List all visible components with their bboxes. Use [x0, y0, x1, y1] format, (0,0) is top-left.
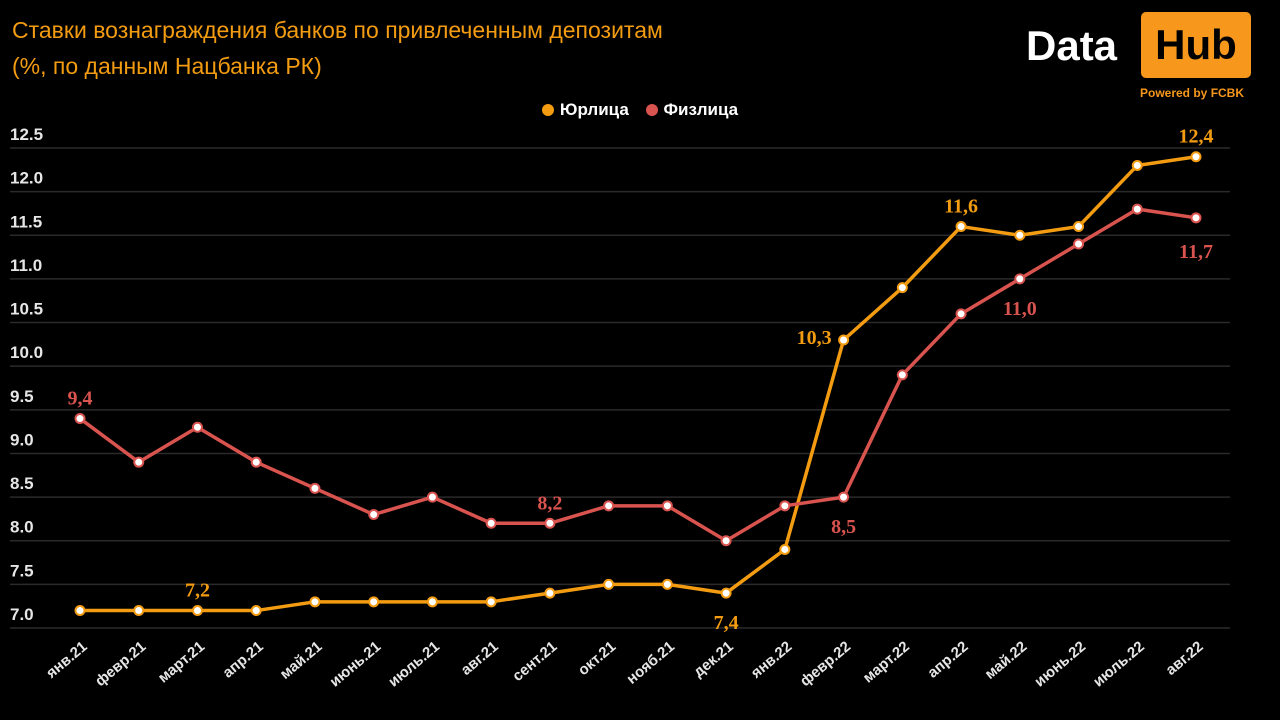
- legend-marker-icon: [541, 104, 554, 116]
- data-point: [309, 596, 321, 608]
- legend-marker-icon: [645, 104, 658, 116]
- x-tick-label: июнь.21: [326, 638, 384, 690]
- y-tick-label: 11.0: [10, 256, 42, 275]
- y-tick-label: 11.5: [10, 212, 42, 231]
- data-point: [955, 221, 967, 233]
- data-point: [720, 587, 732, 599]
- x-tick-label: авг.22: [1163, 638, 1207, 679]
- data-point: [955, 308, 967, 320]
- x-tick-label: март.22: [860, 638, 913, 686]
- data-point: [309, 482, 321, 494]
- data-point: [74, 413, 86, 425]
- y-tick-label: 9.0: [10, 430, 34, 449]
- x-tick-label: май.22: [982, 638, 1031, 683]
- data-point: [485, 596, 497, 608]
- data-label: 9,4: [68, 388, 93, 410]
- data-point: [779, 500, 791, 512]
- y-tick-label: 8.0: [10, 518, 34, 537]
- data-point: [603, 500, 615, 512]
- data-point: [661, 578, 673, 590]
- x-tick-label: сент.21: [509, 638, 560, 685]
- data-label: 10,3: [797, 327, 832, 349]
- x-tick-label: янв.21: [43, 638, 91, 682]
- y-tick-label: 8.5: [10, 474, 34, 493]
- data-label: 12,4: [1179, 126, 1214, 148]
- series-line-1: [78, 207, 1197, 543]
- y-tick-label: 7.5: [10, 561, 34, 580]
- data-point: [368, 596, 380, 608]
- data-point: [896, 282, 908, 294]
- x-tick-label: нояб.21: [623, 638, 678, 688]
- y-tick-label: 12.0: [10, 169, 43, 188]
- x-tick-label: янв.22: [748, 638, 796, 682]
- x-tick-label: февр.22: [797, 638, 854, 690]
- data-point: [1014, 229, 1026, 241]
- x-tick-label: апр.21: [220, 638, 267, 682]
- logo-powered-text: Powered by FCBK: [1140, 86, 1245, 100]
- data-point: [1131, 159, 1143, 171]
- data-label: 11,0: [1003, 298, 1037, 320]
- data-point: [191, 605, 203, 617]
- x-tick-label: июнь.22: [1031, 638, 1089, 690]
- logo-hub-text: Hub: [1141, 12, 1251, 78]
- data-point: [250, 456, 262, 468]
- legend-item-0: Юрлица: [541, 100, 629, 119]
- data-point: [133, 605, 145, 617]
- data-point: [896, 369, 908, 381]
- data-point: [720, 535, 732, 547]
- chart-title: Ставки вознаграждения банков по привлече…: [12, 12, 663, 84]
- data-point: [1073, 238, 1085, 250]
- title-line-1: Ставки вознаграждения банков по привлече…: [12, 17, 663, 43]
- data-point: [133, 456, 145, 468]
- data-point: [485, 517, 497, 529]
- data-label: 11,6: [944, 196, 978, 218]
- data-point: [1131, 203, 1143, 215]
- data-point: [1073, 221, 1085, 233]
- x-tick-label: февр.21: [92, 638, 149, 690]
- data-point: [368, 509, 380, 521]
- data-point: [191, 421, 203, 433]
- y-tick-label: 10.5: [10, 300, 43, 319]
- data-point: [1190, 151, 1202, 163]
- legend-label: Юрлица: [559, 100, 629, 119]
- data-label: 8,2: [537, 492, 562, 514]
- x-tick-label: март.21: [155, 638, 208, 686]
- x-tick-label: июль.21: [385, 638, 443, 690]
- series-line-0: [80, 154, 1197, 613]
- data-point: [838, 491, 850, 503]
- data-point: [1014, 273, 1026, 285]
- legend-label: Физлица: [663, 100, 739, 119]
- data-point: [661, 500, 673, 512]
- x-tick-label: дек.21: [690, 638, 736, 681]
- logo-data-text: Data: [1026, 22, 1118, 69]
- legend-item-1: Физлица: [645, 100, 739, 119]
- data-point: [779, 543, 791, 555]
- data-point: [250, 605, 262, 617]
- data-label: 7,2: [185, 580, 210, 602]
- data-point: [74, 605, 86, 617]
- y-tick-label: 12.5: [10, 125, 43, 144]
- data-point: [1190, 212, 1202, 224]
- legend: Юрлица Физлица: [0, 100, 1280, 120]
- y-tick-label: 9.5: [10, 387, 34, 406]
- x-tick-label: окт.21: [575, 638, 619, 679]
- data-label: 8,5: [831, 516, 856, 538]
- data-label: 11,7: [1179, 241, 1213, 263]
- x-tick-label: июль.22: [1090, 638, 1148, 690]
- data-point: [544, 587, 556, 599]
- y-tick-label: 10.0: [10, 343, 43, 362]
- y-tick-label: 7.0: [10, 605, 34, 624]
- data-point: [603, 578, 615, 590]
- title-line-2: (%, по данным Нацбанка РК): [12, 53, 322, 79]
- x-tick-label: апр.22: [924, 638, 971, 682]
- data-point: [426, 596, 438, 608]
- data-point: [838, 334, 850, 346]
- datahub-logo: Data Hub Powered by FCBK: [1026, 12, 1252, 102]
- x-tick-label: май.21: [277, 638, 326, 683]
- data-label: 7,4: [714, 612, 739, 634]
- data-point: [426, 491, 438, 503]
- x-tick-label: авг.21: [458, 638, 502, 679]
- data-point: [544, 517, 556, 529]
